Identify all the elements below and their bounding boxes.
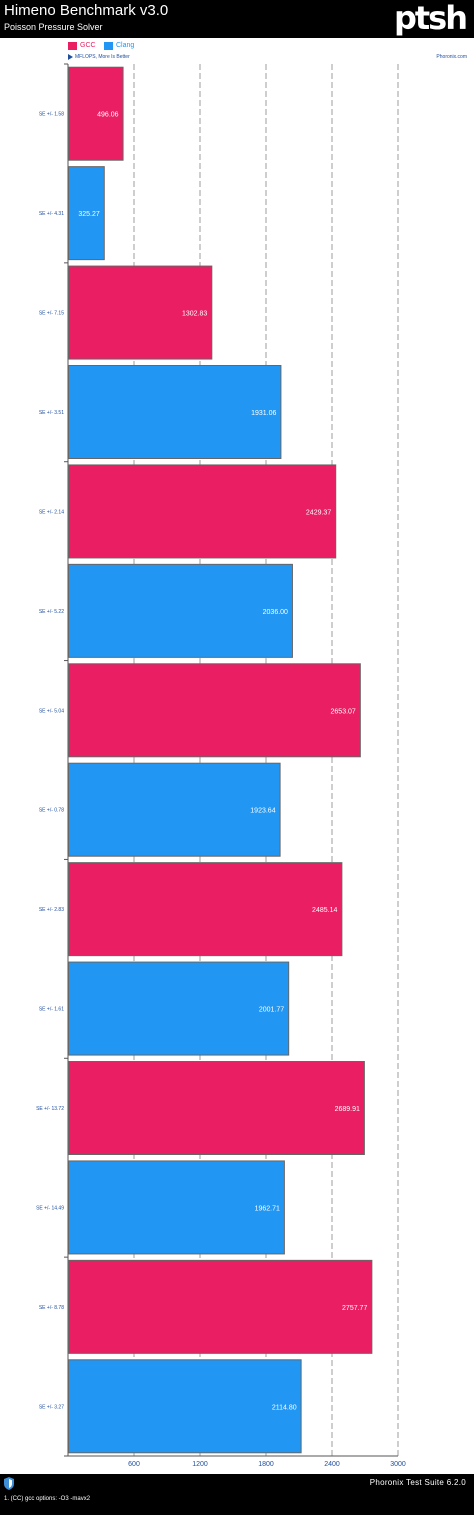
chart-note-text: MFLOPS, More Is Better — [75, 54, 130, 60]
bar-gcc — [68, 663, 361, 758]
bar-clang — [68, 1359, 302, 1454]
chart-title: Himeno Benchmark v3.0 — [4, 2, 169, 19]
bar-clang — [68, 563, 293, 658]
chart-source: Phoronix.com — [436, 54, 467, 60]
bar-value-label: 325.27 — [78, 211, 100, 218]
bar-value-label: 2001.77 — [259, 1007, 284, 1014]
bar-gcc — [68, 66, 124, 161]
bar-gcc — [68, 265, 213, 360]
se-label: SE +/- 7.15 — [39, 311, 64, 317]
chart-header: Himeno Benchmark v3.0 Poisson Pressure S… — [0, 0, 474, 38]
shield-icon — [4, 1477, 14, 1490]
chart-note: MFLOPS, More Is Better — [68, 53, 130, 61]
x-tick-label: 3000 — [390, 1461, 406, 1468]
se-label: SE +/- 0.78 — [39, 808, 64, 814]
legend-label-clang: Clang — [116, 42, 135, 49]
legend-item-clang: Clang — [104, 41, 134, 50]
x-tick-label: 1200 — [192, 1461, 208, 1468]
se-label: SE +/- 13.72 — [36, 1106, 64, 1112]
legend-item-gcc: GCC — [68, 41, 96, 50]
test-suite-label: Phoronix Test Suite 6.2.0 — [369, 1478, 466, 1487]
bar-value-label: 2653.07 — [331, 708, 356, 715]
se-label: SE +/- 5.22 — [39, 609, 64, 615]
chart-footer: Phoronix Test Suite 6.2.0 1. (CC) gcc op… — [0, 1474, 474, 1515]
bar-clang — [68, 1160, 285, 1255]
legend-swatch-gcc — [68, 41, 77, 50]
bar-gcc — [68, 1061, 365, 1155]
bar-value-label: 2114.80 — [272, 1404, 297, 1411]
bar-value-label: 2485.14 — [312, 907, 337, 914]
bar-value-label: 1923.64 — [250, 808, 275, 815]
footnote: 1. (CC) gcc options: -O3 -mavx2 — [4, 1496, 91, 1502]
legend-label-gcc: GCC — [80, 42, 96, 49]
bar-value-label: 1962.71 — [255, 1205, 280, 1212]
bar-clang — [68, 166, 105, 261]
bar-value-label: 2429.37 — [306, 509, 331, 516]
bar-value-label: 2689.91 — [335, 1106, 360, 1113]
bar-gcc — [68, 1259, 373, 1354]
se-label: SE +/- 2.14 — [39, 509, 64, 515]
x-tick-label: 1800 — [258, 1461, 274, 1468]
se-label: SE +/- 3.27 — [39, 1404, 64, 1410]
bar-value-label: 2036.00 — [263, 609, 288, 616]
se-label: SE +/- 4.31 — [39, 211, 64, 217]
chart-subtitle: Poisson Pressure Solver — [4, 22, 103, 32]
se-label: SE +/- 8.78 — [39, 1305, 64, 1311]
se-label: SE +/- 2.83 — [39, 907, 64, 913]
x-tick-label: 2400 — [324, 1461, 340, 1468]
bar-value-label: 496.06 — [97, 112, 119, 119]
bar-gcc — [68, 862, 343, 957]
se-label: SE +/- 1.61 — [39, 1007, 64, 1013]
se-label: SE +/- 3.51 — [39, 410, 64, 416]
bar-clang — [68, 365, 282, 459]
x-tick-label: 600 — [128, 1461, 140, 1468]
legend-swatch-clang — [104, 41, 113, 50]
bar-gcc — [68, 464, 337, 559]
se-label: SE +/- 14.49 — [36, 1205, 64, 1211]
se-label: SE +/- 1.58 — [39, 112, 64, 118]
bar-clang — [68, 961, 290, 1056]
se-label: SE +/- 5.04 — [39, 708, 64, 714]
bar-value-label: 2757.77 — [342, 1305, 367, 1312]
triangle-icon — [68, 54, 73, 60]
bar-clang — [68, 762, 281, 857]
bar-value-label: 1931.06 — [251, 410, 276, 417]
pts-logo: ptsh — [393, 0, 468, 37]
bar-value-label: 1302.83 — [182, 311, 207, 318]
